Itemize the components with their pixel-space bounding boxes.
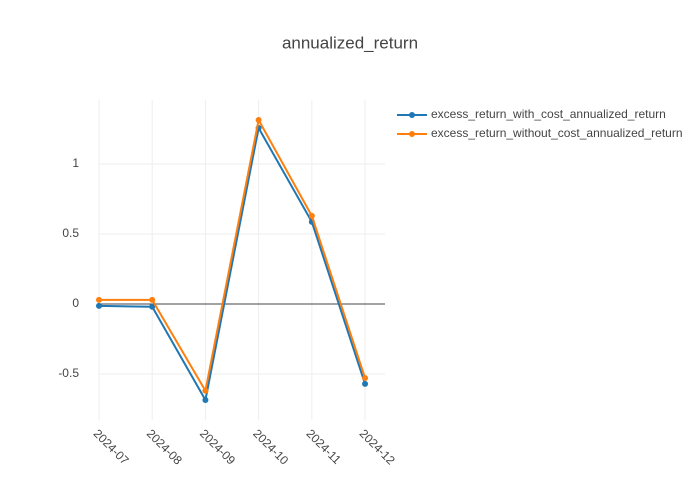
point — [362, 380, 369, 387]
x-tick-label: 2024-08 — [144, 426, 185, 467]
y-tick-label: 0.5 — [62, 226, 79, 240]
point — [149, 296, 156, 303]
point — [96, 296, 102, 303]
point — [149, 303, 156, 310]
legend-label: excess_return_with_cost_annualized_retur… — [431, 107, 666, 121]
x-tick-label: 2024-09 — [197, 426, 238, 467]
grid — [98, 100, 385, 420]
x-tick-label: 2024-11 — [303, 426, 344, 467]
point — [255, 117, 262, 124]
point — [362, 375, 369, 382]
chart-title: annualized_return — [282, 33, 418, 52]
legend-marker — [409, 112, 415, 118]
x-tick-label: 2024-07 — [91, 426, 132, 467]
x-tick-label: 2024-10 — [250, 426, 291, 467]
legend-marker — [409, 131, 415, 137]
y-tick-label: 1 — [72, 156, 79, 170]
point — [96, 302, 102, 309]
y-tick-label: 0 — [72, 296, 79, 310]
y-tick-label: -0.5 — [58, 366, 79, 380]
x-tick-label: 2024-12 — [357, 426, 398, 467]
series-line — [99, 117, 366, 394]
series-line — [98, 125, 366, 403]
point — [202, 396, 209, 403]
point — [202, 387, 209, 394]
legend-label: excess_return_without_cost_annualized_re… — [431, 126, 683, 140]
point — [308, 212, 315, 219]
